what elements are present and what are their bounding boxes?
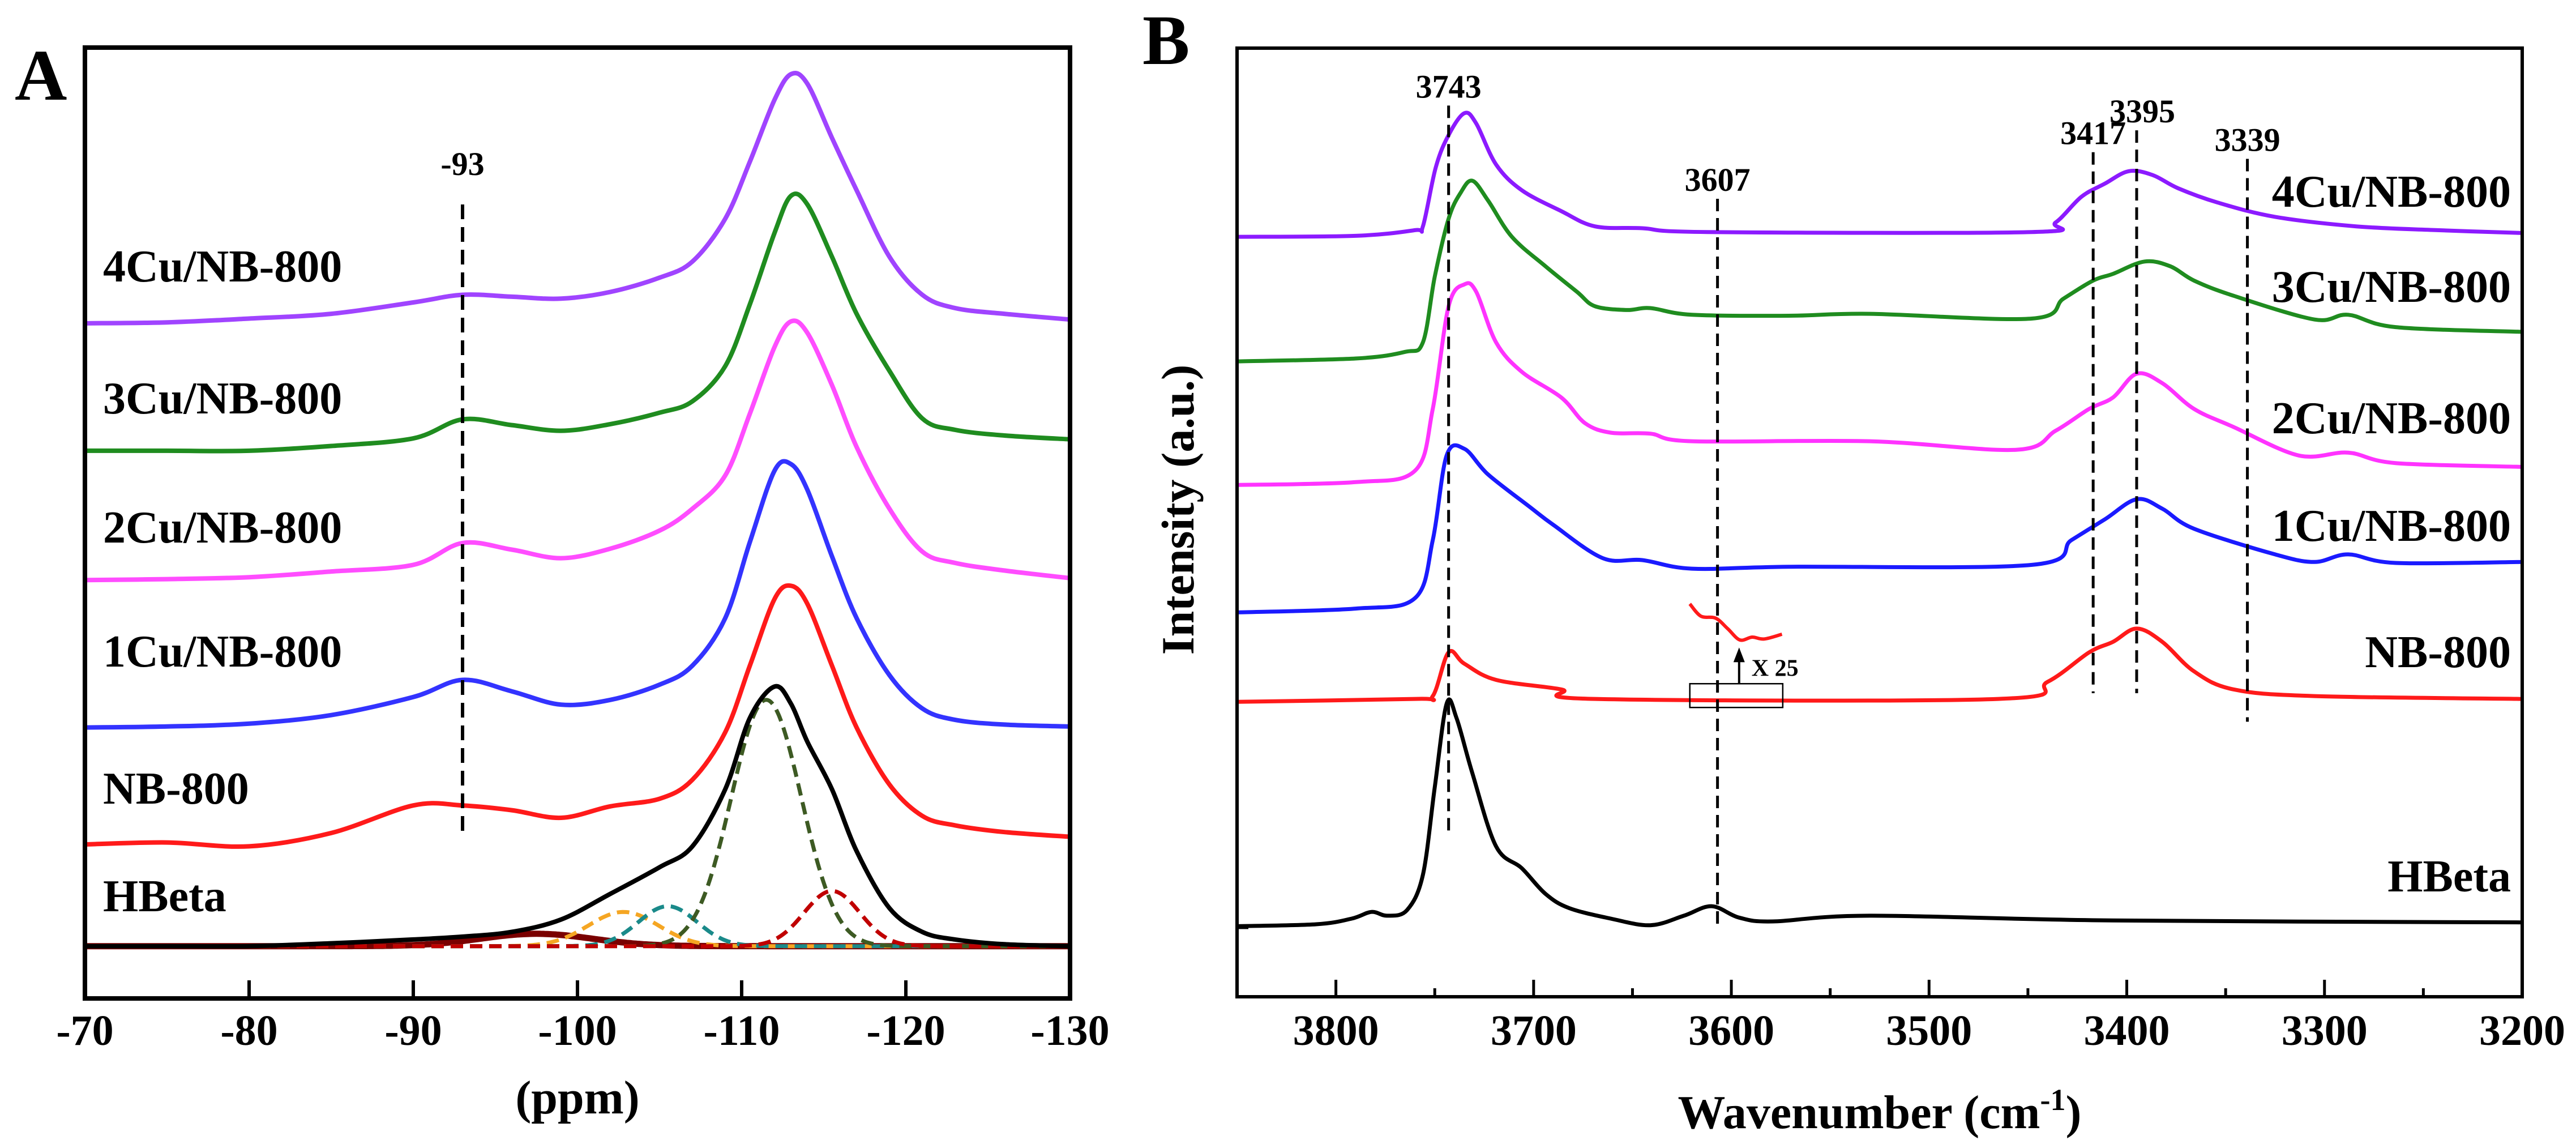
x-tick-label-a: -120 bbox=[866, 1007, 945, 1055]
x-tick-label-b: 3300 bbox=[2282, 1007, 2368, 1055]
x-tick-label-b: 3600 bbox=[1688, 1007, 1774, 1055]
series-line-b-4cu-nb-800 bbox=[1236, 110, 2523, 239]
series-line-a-3cu-nb-800 bbox=[85, 191, 1071, 454]
series-label-a-2cu-nb-800: 2Cu/NB-800 bbox=[103, 503, 342, 553]
reference-label-b-3607: 3607 bbox=[1685, 161, 1751, 198]
x-tick-label-a: -100 bbox=[538, 1007, 617, 1055]
panel-b-label: B bbox=[1142, 2, 1189, 80]
x-tick-label-a: -70 bbox=[56, 1007, 113, 1055]
panel-b-x-axis: 3800 3700 3600 3500 3400 3300 3200 bbox=[1293, 980, 2565, 1055]
series-line-a-hbeta bbox=[85, 684, 1071, 949]
series-label-b-nb-800: NB-800 bbox=[2365, 628, 2511, 677]
arrow-up-icon bbox=[1733, 647, 1745, 663]
x-tick-label-a: -80 bbox=[220, 1007, 277, 1055]
reference-label-b-3417: 3417 bbox=[2060, 115, 2126, 152]
x-tick-label-b: 3500 bbox=[1886, 1007, 1972, 1055]
x-tick-label-b: 3800 bbox=[1293, 1007, 1379, 1055]
panel-a-traces bbox=[84, 71, 1071, 950]
series-line-b-1cu-nb-800 bbox=[1236, 443, 2523, 614]
x-tick-label-b: 3400 bbox=[2084, 1007, 2170, 1055]
series-label-a-3cu-nb-800: 3Cu/NB-800 bbox=[103, 374, 342, 424]
series-label-b-hbeta: HBeta bbox=[2387, 852, 2511, 902]
panel-b-series-labels: 4Cu/NB-800 3Cu/NB-800 2Cu/NB-800 1Cu/NB-800… bbox=[2272, 167, 2511, 902]
series-label-b-1cu-nb-800: 1Cu/NB-800 bbox=[2272, 501, 2511, 551]
series-label-a-nb-800: NB-800 bbox=[103, 764, 249, 814]
series-line-b-3cu-nb-800 bbox=[1236, 178, 2523, 364]
series-label-b-2cu-nb-800: 2Cu/NB-800 bbox=[2272, 394, 2511, 443]
series-line-b-nb-800 bbox=[1236, 626, 2523, 704]
series-label-a-1cu-nb-800: 1Cu/NB-800 bbox=[103, 627, 342, 677]
reference-label-b-3743: 3743 bbox=[1416, 68, 1482, 105]
reference-label-b-3395: 3395 bbox=[2109, 93, 2175, 130]
magnification-label: X 25 bbox=[1752, 655, 1799, 681]
magnified-region-box bbox=[1689, 683, 1784, 708]
panel-b-ir-spectra: B Intensity (a.u.) 37433607341733953339 … bbox=[1142, 2, 2565, 1139]
series-line-a-2cu-nb-800 bbox=[84, 318, 1071, 583]
panel-a-x-axis: -70 -80 -90 -100 -110 -120 -130 bbox=[56, 980, 1110, 1055]
x-tick-label-a: -110 bbox=[703, 1007, 780, 1055]
magnified-trace-x25 bbox=[1688, 603, 1783, 642]
x-axis-title-suffix: ) bbox=[2066, 1086, 2082, 1139]
x-tick-label-b: 3200 bbox=[2479, 1007, 2565, 1055]
panel-b-traces bbox=[1236, 110, 2523, 928]
hbeta-fit-component-1 bbox=[85, 910, 1070, 949]
hbeta-fit-component-3 bbox=[85, 698, 1070, 949]
x-tick-label-a: -130 bbox=[1030, 1007, 1109, 1055]
panel-b-axes-frame bbox=[1235, 46, 2524, 998]
series-line-a-1cu-nb-800 bbox=[84, 459, 1071, 730]
panel-a-label: A bbox=[15, 35, 67, 116]
series-line-b-2cu-nb-800 bbox=[1236, 281, 2523, 487]
reference-label-a-93: -93 bbox=[440, 146, 484, 182]
x-tick-label-b: 3700 bbox=[1491, 1007, 1577, 1055]
series-line-a-4cu-nb-800 bbox=[84, 71, 1071, 326]
x-axis-title-main: Wavenumber (cm bbox=[1678, 1086, 2040, 1139]
series-label-b-3cu-nb-800: 3Cu/NB-800 bbox=[2272, 262, 2511, 312]
series-line-b-hbeta bbox=[1236, 697, 2523, 928]
series-line-a-nb-800 bbox=[84, 583, 1071, 849]
panel-b-x-axis-title: Wavenumber (cm-1) bbox=[1678, 1083, 2081, 1139]
panel-a-reference-lines: -93 bbox=[440, 146, 485, 839]
panel-a-series-labels: 4Cu/NB-800 3Cu/NB-800 2Cu/NB-800 1Cu/NB-800… bbox=[103, 242, 342, 921]
panel-b-y-axis-title: Intensity (a.u.) bbox=[1152, 365, 1204, 655]
panel-a-x-axis-title: (ppm) bbox=[515, 1072, 639, 1124]
series-label-a-hbeta: HBeta bbox=[103, 872, 226, 921]
x-tick-label-a: -90 bbox=[384, 1007, 442, 1055]
series-label-a-4cu-nb-800: 4Cu/NB-800 bbox=[103, 242, 342, 292]
panel-b-magnified-inset: X 25 bbox=[1688, 603, 1799, 708]
panel-a-nmr-spectra: A -93 4Cu/NB-800 3Cu/NB-800 2Cu/NB-800 1Cu/… bbox=[15, 35, 1110, 1124]
reference-label-b-3339: 3339 bbox=[2215, 121, 2280, 158]
x-axis-title-superscript: -1 bbox=[2040, 1083, 2066, 1117]
series-label-b-4cu-nb-800: 4Cu/NB-800 bbox=[2272, 167, 2511, 217]
